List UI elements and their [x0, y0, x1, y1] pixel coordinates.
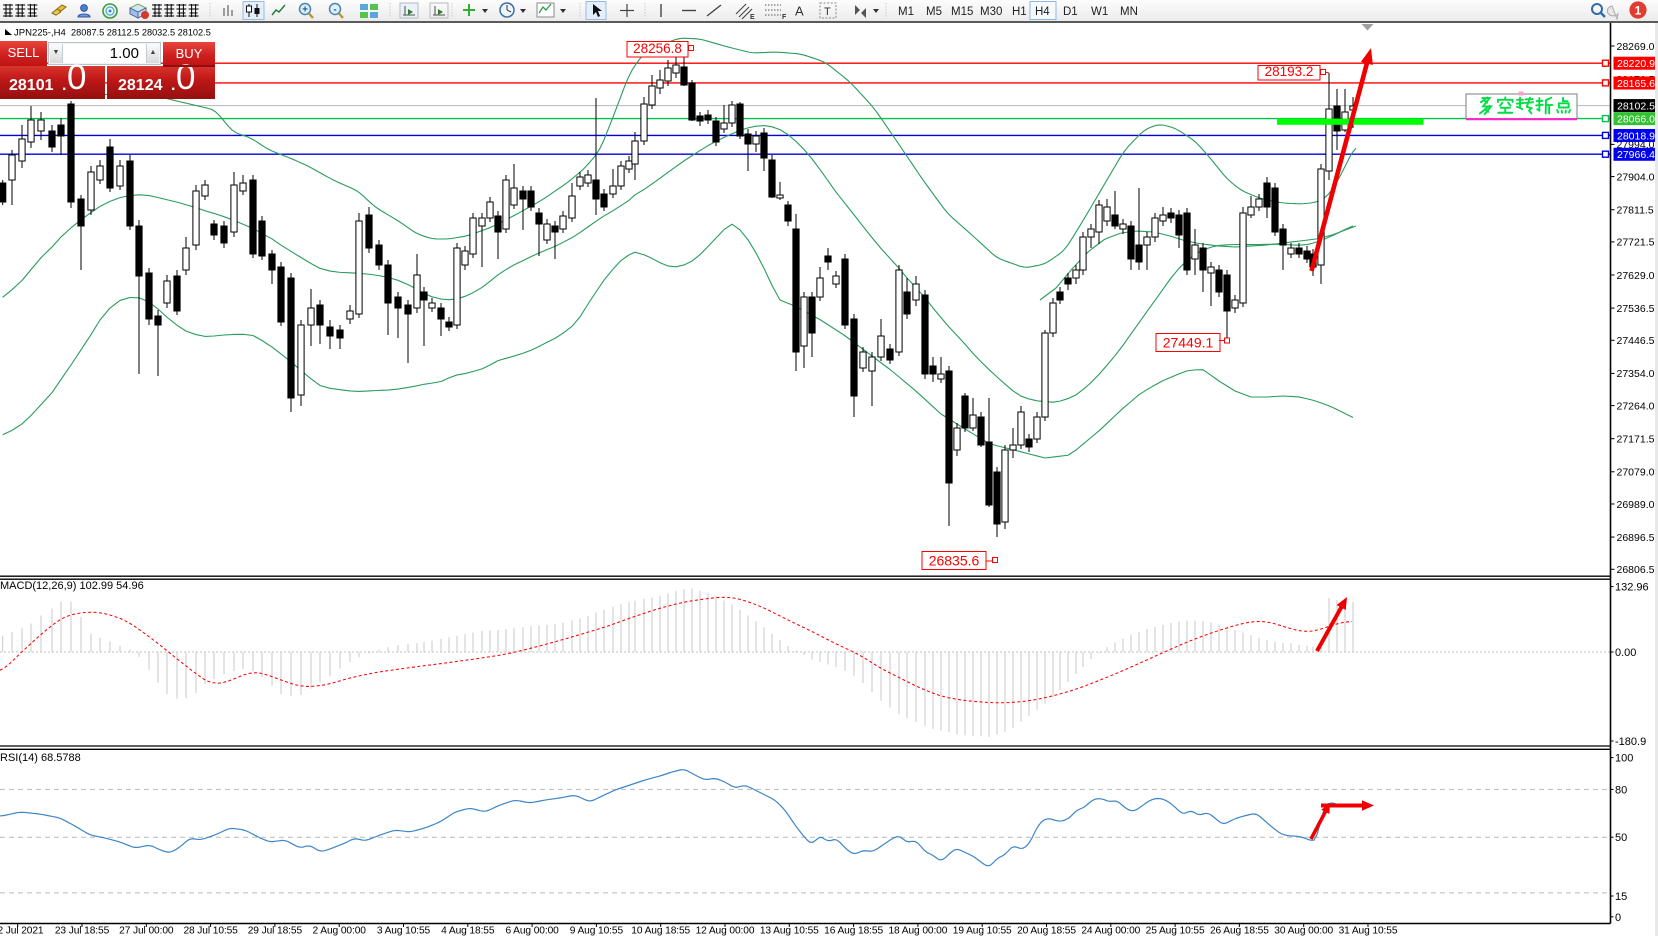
- svg-text:15: 15: [1615, 891, 1627, 903]
- svg-text:25 Aug 10:55: 25 Aug 10:55: [1146, 926, 1205, 936]
- svg-text:27904.0: 27904.0: [1617, 171, 1655, 183]
- svg-text:2 Aug 00:00: 2 Aug 00:00: [313, 926, 367, 936]
- svg-text:M15: M15: [951, 6, 973, 18]
- svg-text:28087.5 28112.5 28032.5 28102.: 28087.5 28112.5 28032.5 28102.5: [71, 28, 211, 38]
- svg-text:10 Aug 18:55: 10 Aug 18:55: [631, 926, 690, 936]
- svg-text:H1: H1: [1012, 6, 1027, 18]
- svg-text:28269.0: 28269.0: [1617, 41, 1655, 53]
- svg-text:27446.5: 27446.5: [1617, 335, 1655, 347]
- svg-text:26989.0: 26989.0: [1617, 499, 1655, 511]
- svg-text:-180.9: -180.9: [1615, 736, 1646, 748]
- svg-text:F: F: [782, 14, 787, 21]
- svg-text:28165.6: 28165.6: [1617, 78, 1655, 90]
- svg-text:29 Jul 18:55: 29 Jul 18:55: [248, 926, 303, 936]
- svg-text:E: E: [750, 14, 755, 21]
- svg-text:50: 50: [1615, 832, 1627, 844]
- svg-text:20 Aug 18:55: 20 Aug 18:55: [1017, 926, 1076, 936]
- svg-text:28220.9: 28220.9: [1617, 58, 1655, 70]
- svg-text:27171.5: 27171.5: [1617, 433, 1655, 445]
- svg-text:+: +: [302, 5, 308, 16]
- svg-text:-: -: [333, 5, 336, 16]
- svg-text:26835.6: 26835.6: [929, 553, 980, 569]
- svg-text:27966.4: 27966.4: [1617, 149, 1655, 161]
- svg-text:26896.5: 26896.5: [1617, 532, 1655, 544]
- svg-text:13 Aug 10:55: 13 Aug 10:55: [760, 926, 819, 936]
- svg-text:132.96: 132.96: [1615, 582, 1649, 594]
- svg-text:H4: H4: [1035, 6, 1050, 18]
- svg-text:27264.0: 27264.0: [1617, 400, 1655, 412]
- svg-text:27536.5: 27536.5: [1617, 303, 1655, 315]
- svg-text:28 Jul 10:55: 28 Jul 10:55: [183, 926, 238, 936]
- svg-text:27629.0: 27629.0: [1617, 270, 1655, 282]
- svg-text:3 Aug 10:55: 3 Aug 10:55: [377, 926, 431, 936]
- svg-text:12 Aug 00:00: 12 Aug 00:00: [696, 926, 755, 936]
- svg-text:0.00: 0.00: [1615, 647, 1636, 659]
- svg-text:22 Jul 2021: 22 Jul 2021: [0, 926, 44, 936]
- svg-text:18 Aug 00:00: 18 Aug 00:00: [888, 926, 947, 936]
- svg-text:4 Aug 18:55: 4 Aug 18:55: [441, 926, 495, 936]
- svg-text:M1: M1: [898, 6, 914, 18]
- svg-text:T: T: [824, 6, 831, 18]
- svg-text:30 Aug 00:00: 30 Aug 00:00: [1274, 926, 1333, 936]
- svg-text:27449.1: 27449.1: [1163, 335, 1214, 351]
- svg-text:1: 1: [1635, 4, 1642, 18]
- svg-text:27079.0: 27079.0: [1617, 467, 1655, 479]
- svg-text:27811.5: 27811.5: [1617, 204, 1654, 216]
- svg-text:W1: W1: [1091, 6, 1108, 18]
- svg-text:M30: M30: [980, 6, 1002, 18]
- svg-text:100: 100: [1615, 753, 1633, 765]
- svg-text:23 Jul 18:55: 23 Jul 18:55: [55, 926, 110, 936]
- svg-text:9 Aug 10:55: 9 Aug 10:55: [570, 926, 624, 936]
- svg-text:27354.0: 27354.0: [1617, 368, 1655, 380]
- svg-text:28066.0: 28066.0: [1617, 113, 1655, 125]
- svg-text:26 Aug 18:55: 26 Aug 18:55: [1210, 926, 1269, 936]
- svg-text:M5: M5: [926, 6, 942, 18]
- svg-text:24 Aug 00:00: 24 Aug 00:00: [1081, 926, 1140, 936]
- svg-text:16 Aug 18:55: 16 Aug 18:55: [824, 926, 883, 936]
- svg-text:27721.5: 27721.5: [1617, 237, 1655, 249]
- svg-text:MN: MN: [1120, 6, 1138, 18]
- svg-text:6 Aug 00:00: 6 Aug 00:00: [505, 926, 559, 936]
- svg-text:27 Jul 00:00: 27 Jul 00:00: [119, 926, 174, 936]
- svg-text:28102.5: 28102.5: [1617, 100, 1655, 112]
- svg-text:19 Aug 10:55: 19 Aug 10:55: [953, 926, 1012, 936]
- svg-text:28018.9: 28018.9: [1617, 130, 1655, 142]
- svg-text:28256.8: 28256.8: [633, 41, 682, 56]
- svg-text:A: A: [795, 4, 804, 19]
- svg-text:0: 0: [1615, 912, 1621, 924]
- svg-text:26806.5: 26806.5: [1617, 564, 1655, 576]
- svg-text:JPN225-,H4: JPN225-,H4: [14, 28, 66, 39]
- svg-text:31 Aug 10:55: 31 Aug 10:55: [1339, 926, 1398, 936]
- svg-text:80: 80: [1615, 784, 1627, 796]
- svg-text:D1: D1: [1063, 6, 1078, 18]
- svg-text:28193.2: 28193.2: [1265, 64, 1314, 79]
